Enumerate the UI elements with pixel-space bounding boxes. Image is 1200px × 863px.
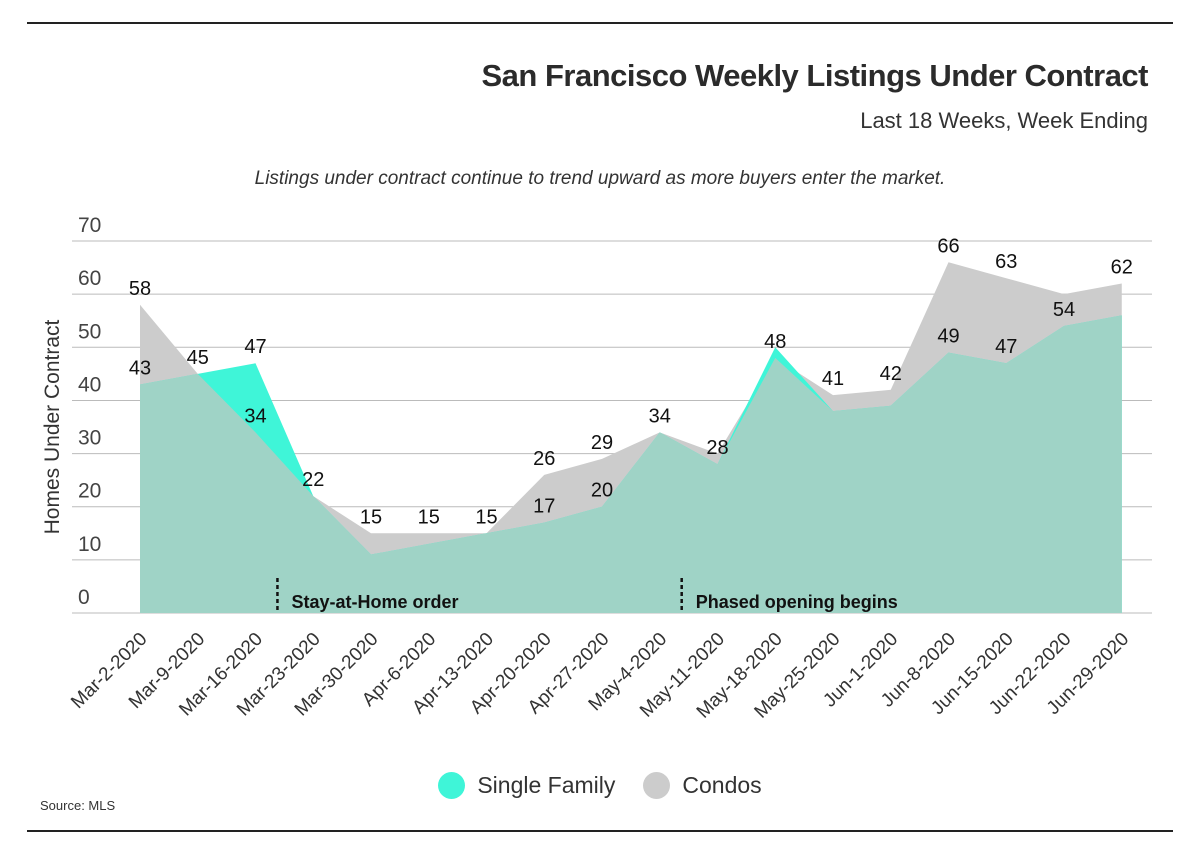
data-label: 54 xyxy=(1053,299,1075,321)
data-label: 49 xyxy=(937,326,959,348)
data-label: 34 xyxy=(649,405,671,427)
data-label: 26 xyxy=(533,448,555,470)
legend-swatch-condos xyxy=(643,772,671,799)
data-label: 42 xyxy=(880,363,902,385)
y-tick-label: 70 xyxy=(78,214,101,237)
y-tick-label: 0 xyxy=(78,586,90,609)
y-tick-label: 60 xyxy=(78,267,101,290)
y-axis-ticks: 0 10 20 30 40 50 60 70 xyxy=(78,214,101,609)
legend-item-single-family[interactable]: Single Family xyxy=(438,772,615,799)
data-label: 47 xyxy=(995,336,1017,358)
legend-label-condos: Condos xyxy=(682,772,762,798)
x-axis-ticks: Mar-2-2020Mar-9-2020Mar-16-2020Mar-23-20… xyxy=(67,629,1133,723)
y-axis-label: Homes Under Contract xyxy=(41,319,64,534)
data-label: 28 xyxy=(706,437,728,459)
data-label: 22 xyxy=(302,469,324,491)
bottom-rule xyxy=(27,830,1173,832)
chart-annotations: Stay-at-Home order Phased opening begins xyxy=(276,578,898,612)
data-label: 41 xyxy=(822,368,844,390)
annotation-label: Phased opening begins xyxy=(696,592,898,612)
data-label: 58 xyxy=(129,278,151,300)
legend-item-condos[interactable]: Condos xyxy=(643,772,762,799)
data-label: 62 xyxy=(1111,257,1133,279)
data-label: 45 xyxy=(187,347,209,369)
top-rule xyxy=(27,22,1173,24)
data-labels: 58 43 45 47 34 22 15 15 15 26 17 29 20 34 28 48 41 42 66 49… xyxy=(129,235,1133,528)
y-tick-label: 50 xyxy=(78,320,101,343)
data-label: 34 xyxy=(244,405,266,427)
y-tick-label: 10 xyxy=(78,533,101,556)
data-label: 63 xyxy=(995,251,1017,273)
chart-subtitle: Last 18 Weeks, Week Ending xyxy=(860,108,1148,133)
data-label: 29 xyxy=(591,432,613,454)
data-label: 17 xyxy=(533,496,555,518)
data-label: 48 xyxy=(764,331,786,353)
y-tick-label: 30 xyxy=(78,427,101,450)
data-label: 15 xyxy=(475,506,497,528)
data-label: 66 xyxy=(937,235,959,257)
data-label: 15 xyxy=(360,506,382,528)
area-overlap xyxy=(140,315,1122,613)
legend-swatch-single-family xyxy=(438,772,466,799)
chart-note: Listings under contract continue to tren… xyxy=(254,168,946,189)
source-note: Source: MLS xyxy=(40,798,116,813)
data-label: 47 xyxy=(244,336,266,358)
chart-title: San Francisco Weekly Listings Under Cont… xyxy=(481,58,1149,93)
data-label: 43 xyxy=(129,357,151,379)
data-label: 15 xyxy=(418,506,440,528)
data-label: 20 xyxy=(591,480,613,502)
legend-label-single-family: Single Family xyxy=(477,772,616,798)
y-tick-label: 40 xyxy=(78,373,101,396)
y-tick-label: 20 xyxy=(78,480,101,503)
legend: Single Family Condos xyxy=(0,772,1200,799)
chart-areas xyxy=(140,262,1122,613)
annotation-label: Stay-at-Home order xyxy=(291,592,458,612)
